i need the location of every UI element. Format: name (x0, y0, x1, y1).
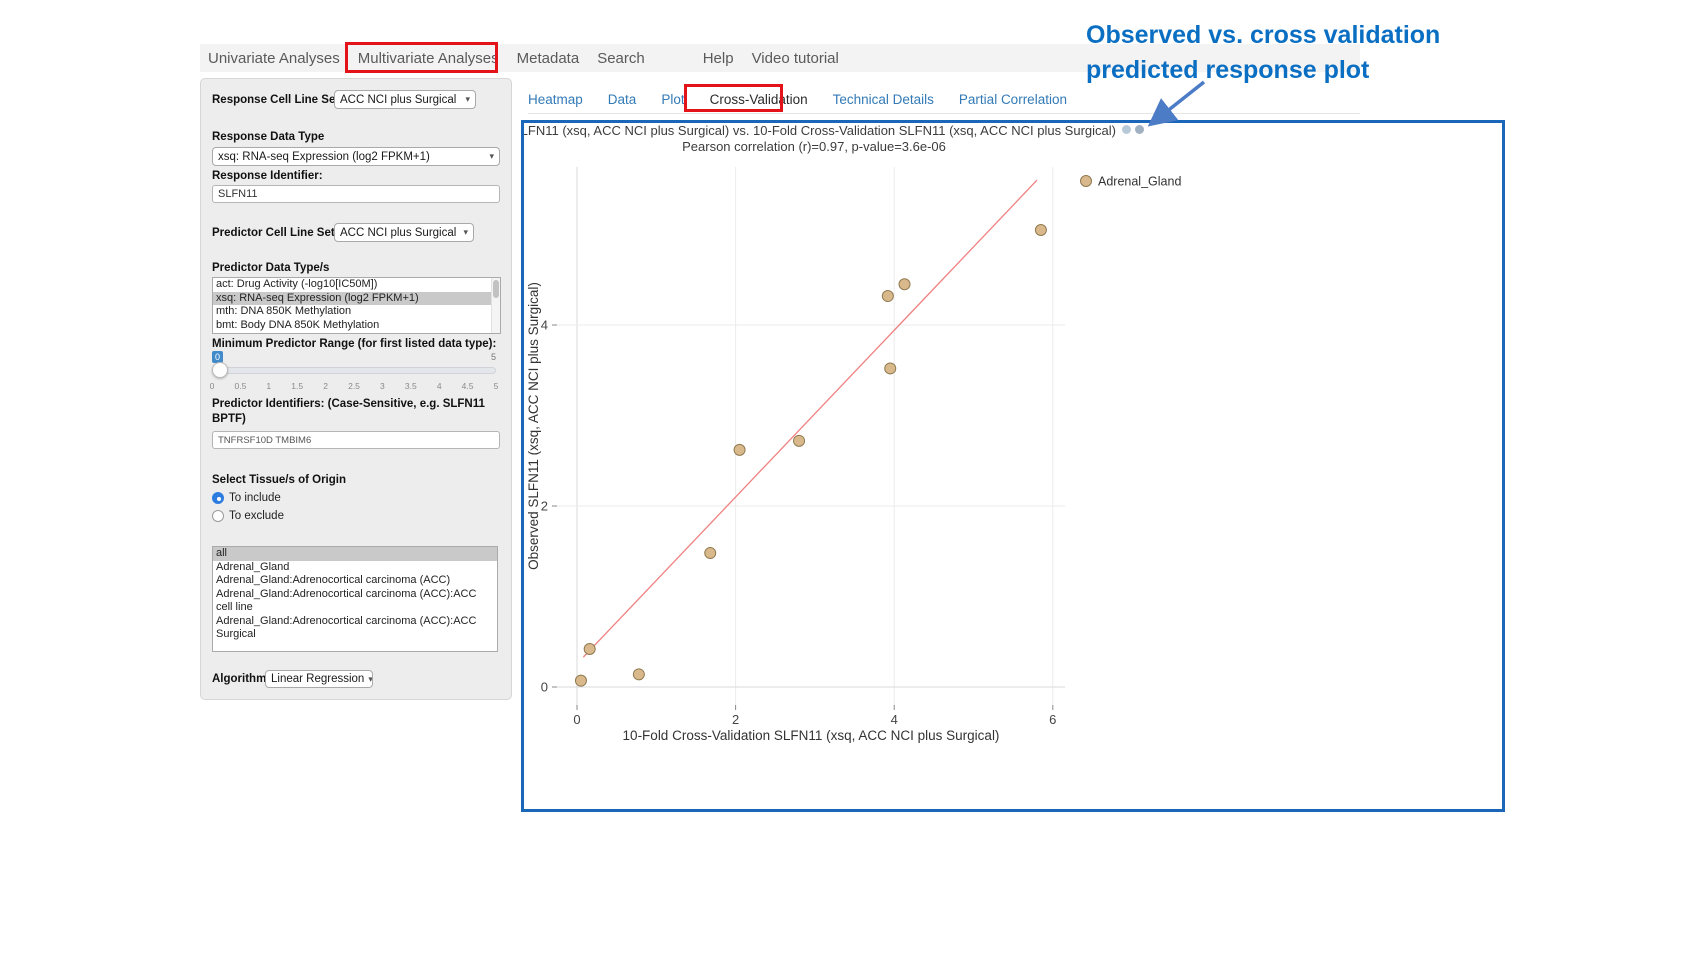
svg-text:SLFN11 (xsq, ACC NCI plus Surg: SLFN11 (xsq, ACC NCI plus Surgical) vs. … (524, 123, 1116, 138)
svg-text:0: 0 (573, 712, 580, 727)
predictor-data-type-list[interactable]: act: Drug Activity (-log10[IC50M]) xsq: … (212, 277, 501, 334)
predictor-identifiers-input[interactable] (212, 431, 500, 449)
list-option[interactable]: Adrenal_Gland:Adrenocortical carcinoma (… (216, 587, 477, 614)
radio-to-exclude[interactable]: To exclude (212, 510, 284, 522)
slider-tick-label: 1 (266, 381, 272, 391)
svg-text:4: 4 (541, 318, 548, 333)
list-option[interactable]: bmt: Body DNA 850K Methylation (216, 318, 380, 331)
list-option[interactable]: Adrenal_Gland (216, 560, 290, 573)
min-predictor-range-label: Minimum Predictor Range (for first liste… (212, 338, 497, 350)
tissue-list[interactable]: all Adrenal_Gland Adrenal_Gland:Adrenoco… (212, 546, 498, 652)
slider-tick-label: 0 (209, 381, 215, 391)
scrollbar[interactable] (491, 278, 500, 333)
slider-track[interactable] (212, 367, 496, 374)
list-option[interactable]: xsq: RNA-seq Expression (log2 FPKM+1) (213, 291, 500, 305)
response-cell-line-set-value: ACC NCI plus Surgical (340, 93, 457, 106)
nav-search[interactable]: Search (597, 49, 645, 67)
list-option[interactable]: mth: DNA 850K Methylation (216, 305, 352, 317)
tab-technical-details[interactable]: Technical Details (832, 91, 934, 107)
chevron-down-icon: ▾ (463, 227, 468, 237)
annotation-callout: Observed vs. cross validation predicted … (1086, 18, 1440, 88)
response-identifier-label: Response Identifier: (212, 170, 323, 182)
list-option[interactable]: act: Drug Activity (-log10[IC50M]) (216, 278, 378, 290)
radio-label: To include (229, 492, 281, 504)
scatter-plot[interactable]: 0 2 4 6 0 2 4 SLFN11 (xsq, ACC NCI plus Surgica… (524, 123, 1502, 809)
slider-handle[interactable] (212, 362, 228, 378)
response-cell-line-set-select[interactable]: ACC NCI plus Surgical ▾ (334, 90, 476, 109)
modebar-icon[interactable] (1122, 125, 1131, 134)
response-data-type-label: Response Data Type (212, 131, 325, 143)
slider-max-label: 5 (490, 352, 496, 362)
list-option[interactable]: Adrenal_Gland:Adrenocortical carcinoma (… (216, 574, 451, 586)
min-predictor-range-slider[interactable]: 0 5 0 0.5 1 1.5 2 2.5 3 3.5 4 4.5 5 (209, 351, 499, 395)
slider-tick-label: 1.5 (291, 381, 304, 391)
tab-plot[interactable]: Plot (661, 91, 685, 107)
response-data-type-value: xsq: RNA-seq Expression (log2 FPKM+1) (218, 150, 430, 163)
nav-video-tutorial[interactable]: Video tutorial (751, 49, 839, 67)
svg-text:10-Fold Cross-Validation SLFN1: 10-Fold Cross-Validation SLFN11 (xsq, AC… (623, 728, 1000, 743)
algorithm-select[interactable]: Linear Regression ▾ (265, 670, 373, 688)
slider-value-badge: 0 (212, 351, 224, 363)
svg-text:2: 2 (732, 712, 739, 727)
nav-univariate-analyses[interactable]: Univariate Analyses (208, 49, 340, 67)
predictor-cell-line-set-value: ACC NCI plus Surgical (340, 226, 457, 239)
svg-text:0: 0 (541, 680, 548, 695)
svg-text:4: 4 (891, 712, 898, 727)
slider-tick-label: 3.5 (404, 381, 417, 391)
predictor-identifiers-label: Predictor Identifiers: (Case-Sensitive, … (212, 398, 485, 425)
chevron-down-icon: ▾ (465, 94, 470, 104)
slider-tick-label: 2 (323, 381, 328, 391)
radio-checked-icon[interactable] (212, 492, 224, 504)
top-nav: Univariate Analyses Multivariate Analyse… (200, 44, 1360, 72)
tab-cross-validation[interactable]: Cross-Validation (709, 91, 808, 107)
slider-tick-label: 5 (493, 381, 499, 391)
tab-data[interactable]: Data (607, 91, 637, 107)
algorithm-value: Linear Regression (271, 673, 365, 685)
svg-text:Observed SLFN11 (xsq, ACC NCI: Observed SLFN11 (xsq, ACC NCI plus Surgi… (526, 282, 541, 570)
svg-text:2: 2 (541, 499, 548, 514)
radio-unchecked-icon[interactable] (212, 510, 224, 522)
tab-partial-correlation[interactable]: Partial Correlation (958, 91, 1067, 107)
analysis-sidebar: Response Cell Line Set ACC NCI plus Surg… (200, 78, 512, 700)
response-data-type-select[interactable]: xsq: RNA-seq Expression (log2 FPKM+1) ▾ (212, 147, 500, 166)
response-identifier-input[interactable] (212, 185, 500, 203)
tissue-origin-label: Select Tissue/s of Origin (212, 474, 346, 486)
nav-multivariate-analyses[interactable]: Multivariate Analyses (357, 49, 499, 67)
response-cell-line-set-label: Response Cell Line Set (212, 94, 340, 106)
annotation-line-2: predicted response plot (1086, 56, 1370, 84)
svg-text:6: 6 (1049, 712, 1056, 727)
result-tabs: Heatmap Data Plot Cross-Validation Techn… (528, 86, 1067, 112)
svg-text:Pearson correlation (r)=0.97,: Pearson correlation (r)=0.97, p-value=3.… (682, 139, 946, 154)
slider-tick-label: 4.5 (461, 381, 474, 391)
svg-text:Adrenal_Gland: Adrenal_Gland (1098, 175, 1181, 189)
list-option[interactable]: all (213, 547, 497, 561)
annotation-arrow-icon (1147, 80, 1206, 127)
slider-grid: 0 0.5 1 1.5 2 2.5 3 3.5 4 4.5 5 (209, 381, 499, 393)
predictor-cell-line-set-select[interactable]: ACC NCI plus Surgical ▾ (334, 223, 474, 242)
algorithm-label: Algorithm (212, 673, 267, 685)
radio-to-include[interactable]: To include (212, 492, 281, 504)
cross-validation-plot-panel: 0 2 4 6 0 2 4 SLFN11 (xsq, ACC NCI plus Surgica… (521, 120, 1505, 812)
slider-tick-label: 0.5 (234, 381, 247, 391)
annotation-line-1: Observed vs. cross validation (1086, 21, 1441, 49)
predictor-cell-line-set-label: Predictor Cell Line Set (212, 227, 335, 239)
plot-modebar[interactable] (1122, 125, 1144, 134)
slider-tick-label: 3 (380, 381, 385, 391)
scrollbar-thumb[interactable] (493, 280, 499, 298)
nav-help[interactable]: Help (702, 49, 734, 67)
list-option[interactable]: Adrenal_Gland:Adrenocortical carcinoma (… (216, 614, 477, 641)
nav-metadata[interactable]: Metadata (516, 49, 580, 67)
chevron-down-icon: ▾ (489, 151, 494, 161)
chevron-down-icon: ▾ (368, 673, 373, 684)
modebar-icon[interactable] (1135, 125, 1144, 134)
slider-tick-label: 2.5 (348, 381, 360, 391)
radio-label: To exclude (229, 510, 284, 522)
tab-heatmap[interactable]: Heatmap (528, 91, 583, 107)
predictor-data-types-label: Predictor Data Type/s (212, 262, 330, 274)
tabs-divider (528, 113, 1360, 114)
slider-tick-label: 4 (436, 381, 442, 391)
